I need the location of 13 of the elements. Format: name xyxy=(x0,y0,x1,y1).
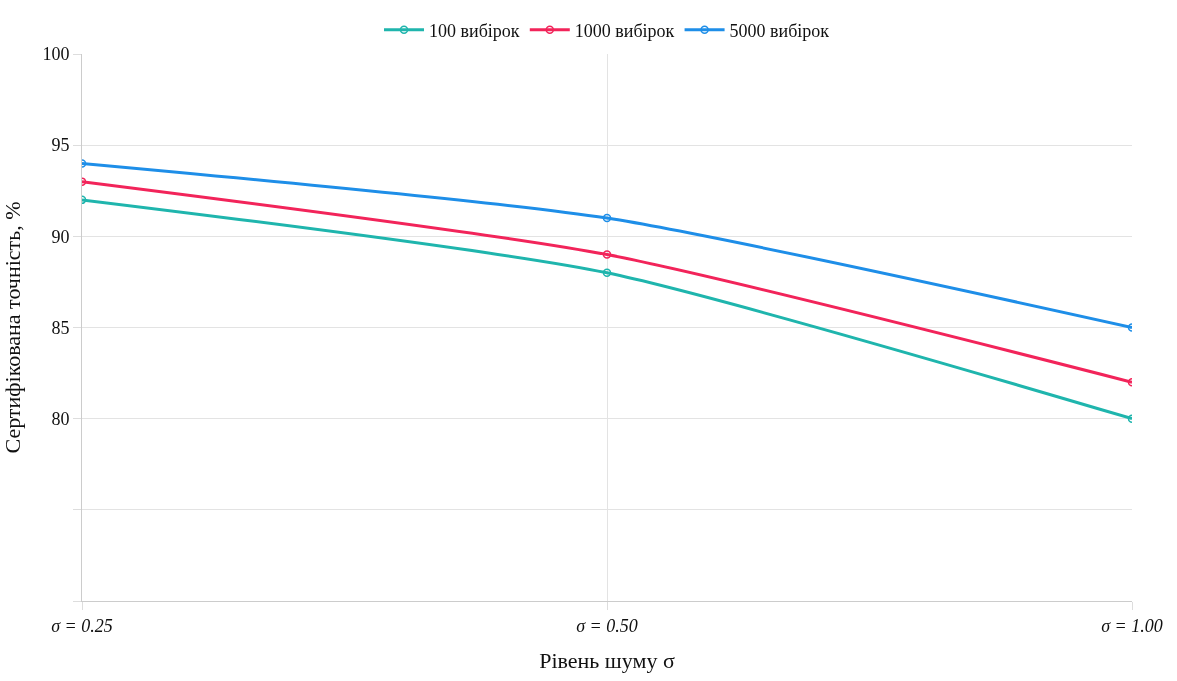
legend-label: 1000 вибірок xyxy=(574,20,675,41)
legend-label: 5000 вибірок xyxy=(729,20,830,41)
y-tick-label: 90 xyxy=(51,226,70,247)
x-axis-title: Рівень шуму σ xyxy=(539,648,675,674)
legend-label: 100 вибірок xyxy=(429,20,520,41)
y-axis-title: Сертифікована точність, % xyxy=(0,201,26,454)
y-tick-label: 85 xyxy=(51,317,70,338)
x-tick-label: σ = 0.25 xyxy=(51,615,113,636)
x-tick-label: σ = 0.50 xyxy=(576,615,638,636)
y-tick-label: 80 xyxy=(51,408,70,429)
y-tick-label: 95 xyxy=(51,135,70,156)
y-tick-label: 100 xyxy=(42,44,70,65)
x-tick-label: σ = 1.00 xyxy=(1101,615,1163,636)
